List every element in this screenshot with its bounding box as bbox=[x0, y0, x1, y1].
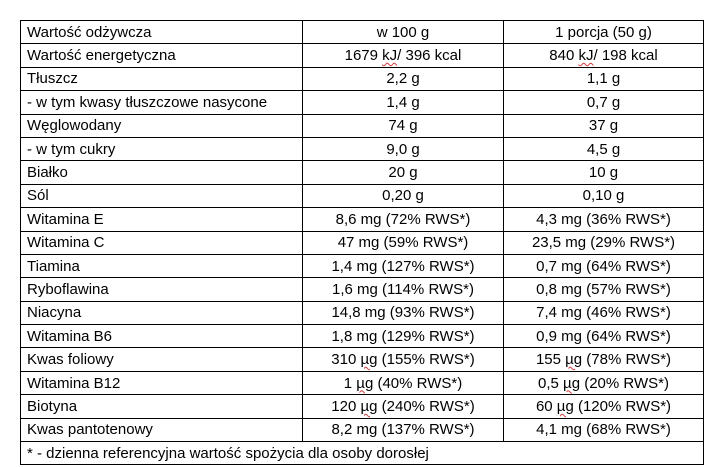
table-row: Witamina E 8,6 mg (72% RWS*) 4,3 mg (36% R… bbox=[20, 207, 704, 232]
value-per-100g: 8,2 mg (137% RWS*) bbox=[302, 417, 504, 443]
nutrient-name: Niacyna bbox=[20, 300, 303, 326]
value-per-portion: 4,3 mg (36% RWS*) bbox=[503, 207, 704, 232]
value-per-portion: 0,7 mg (64% RWS*) bbox=[503, 253, 704, 279]
value-per-portion: 1,1 g bbox=[503, 66, 704, 92]
nutrient-name: Tiamina bbox=[20, 253, 303, 279]
value-per-100g: 9,0 g bbox=[302, 136, 504, 162]
nutrient-name: Witamina C bbox=[20, 230, 303, 255]
value-per-100g: 1,6 mg (114% RWS*) bbox=[302, 277, 504, 302]
nutrient-name: Witamina B6 bbox=[20, 324, 303, 349]
table-row: Kwas foliowy 310 µg (155% RWS*) 155 µg (78… bbox=[20, 347, 704, 372]
value-per-portion: 7,4 mg (46% RWS*) bbox=[503, 300, 704, 326]
nutrition-table: Wartość odżywcza w 100 g 1 porcja (50 g)… bbox=[20, 19, 704, 466]
nutrient-name: Biotyna bbox=[20, 394, 303, 419]
nutrient-name: Ryboflawina bbox=[20, 277, 303, 302]
nutrient-name: Kwas pantotenowy bbox=[20, 417, 303, 443]
nutrient-name: Sól bbox=[20, 183, 303, 209]
spellcheck-marked-unit: µg bbox=[360, 397, 378, 415]
value-per-portion: 23,5 mg (29% RWS*) bbox=[503, 230, 704, 255]
spellcheck-marked-unit: µg bbox=[360, 351, 378, 369]
value-per-portion: 0,5 µg (20% RWS*) bbox=[503, 370, 704, 396]
table-row: Witamina B12 1 µg (40% RWS*) 0,5 µg (20% R… bbox=[20, 370, 704, 396]
nutrient-name: Białko bbox=[20, 160, 303, 185]
header-per-portion: 1 porcja (50 g) bbox=[503, 19, 704, 45]
table-row: Wartość energetyczna 1679 kJ/ 396 kcal 840… bbox=[20, 43, 704, 68]
header-row: Wartość odżywcza w 100 g 1 porcja (50 g) bbox=[20, 19, 704, 45]
value-per-100g: 47 mg (59% RWS*) bbox=[302, 230, 504, 255]
value-per-100g: 2,2 g bbox=[302, 66, 504, 92]
table-row: Biotyna 120 µg (240% RWS*) 60 µg (120% RWS… bbox=[20, 394, 704, 419]
nutrient-name: Witamina E bbox=[20, 207, 303, 232]
value-per-100g: 1,4 mg (127% RWS*) bbox=[302, 253, 504, 279]
value-per-100g: 1,4 g bbox=[302, 90, 504, 115]
spellcheck-marked-unit: µg bbox=[563, 374, 581, 392]
value-per-portion: 0,10 g bbox=[503, 183, 704, 209]
nutrient-name: - w tym cukry bbox=[20, 136, 303, 162]
nutrition-table-container: Wartość odżywcza w 100 g 1 porcja (50 g)… bbox=[20, 19, 704, 466]
nutrient-name: - w tym kwasy tłuszczowe nasycone bbox=[20, 90, 303, 115]
value-per-100g: 1679 kJ/ 396 kcal bbox=[302, 43, 504, 68]
value-per-portion: 0,7 g bbox=[503, 90, 704, 115]
table-row: Witamina C 47 mg (59% RWS*) 23,5 mg (29% R… bbox=[20, 230, 704, 255]
nutrition-table-body: Wartość odżywcza w 100 g 1 porcja (50 g)… bbox=[20, 19, 704, 466]
table-row: Kwas pantotenowy 8,2 mg (137% RWS*) 4,1 mg… bbox=[20, 417, 704, 443]
table-row: Węglowodany 74 g 37 g bbox=[20, 113, 704, 138]
value-per-100g: 0,20 g bbox=[302, 183, 504, 209]
value-per-portion: 37 g bbox=[503, 113, 704, 138]
table-row: Białko 20 g 10 g bbox=[20, 160, 704, 185]
value-per-100g: 8,6 mg (72% RWS*) bbox=[302, 207, 504, 232]
value-per-100g: 310 µg (155% RWS*) bbox=[302, 347, 504, 372]
table-row: Niacyna 14,8 mg (93% RWS*) 7,4 mg (46% RWS… bbox=[20, 300, 704, 326]
footnote-text: * - dzienna referencyjna wartość spożyci… bbox=[20, 441, 704, 466]
value-per-portion: 0,9 mg (64% RWS*) bbox=[503, 324, 704, 349]
value-per-portion: 10 g bbox=[503, 160, 704, 185]
value-per-100g: 74 g bbox=[302, 113, 504, 138]
nutrient-name: Witamina B12 bbox=[20, 370, 303, 396]
value-per-100g: 120 µg (240% RWS*) bbox=[302, 394, 504, 419]
nutrient-name: Węglowodany bbox=[20, 113, 303, 138]
value-per-portion: 840 kJ/ 198 kcal bbox=[503, 43, 704, 68]
value-per-portion: 0,8 mg (57% RWS*) bbox=[503, 277, 704, 302]
header-nutrient: Wartość odżywcza bbox=[20, 19, 303, 45]
header-per-100g: w 100 g bbox=[302, 19, 504, 45]
nutrient-name: Kwas foliowy bbox=[20, 347, 303, 372]
table-row: Tłuszcz 2,2 g 1,1 g bbox=[20, 66, 704, 92]
value-per-100g: 14,8 mg (93% RWS*) bbox=[302, 300, 504, 326]
value-per-portion: 60 µg (120% RWS*) bbox=[503, 394, 704, 419]
spellcheck-marked-unit: kJ bbox=[382, 47, 398, 65]
table-row: - w tym cukry 9,0 g 4,5 g bbox=[20, 136, 704, 162]
nutrient-name: Wartość energetyczna bbox=[20, 43, 303, 68]
value-per-100g: 1,8 mg (129% RWS*) bbox=[302, 324, 504, 349]
spellcheck-marked-unit: kJ bbox=[578, 47, 594, 65]
table-row: Ryboflawina 1,6 mg (114% RWS*) 0,8 mg (57%… bbox=[20, 277, 704, 302]
spellcheck-marked-unit: µg bbox=[556, 397, 574, 415]
value-per-100g: 20 g bbox=[302, 160, 504, 185]
footnote-row: * - dzienna referencyjna wartość spożyci… bbox=[20, 441, 704, 466]
table-row: - w tym kwasy tłuszczowe nasycone 1,4 g 0,… bbox=[20, 90, 704, 115]
value-per-portion: 4,5 g bbox=[503, 136, 704, 162]
spellcheck-marked-unit: µg bbox=[356, 374, 374, 392]
nutrient-name: Tłuszcz bbox=[20, 66, 303, 92]
value-per-100g: 1 µg (40% RWS*) bbox=[302, 370, 504, 396]
value-per-portion: 155 µg (78% RWS*) bbox=[503, 347, 704, 372]
value-per-portion: 4,1 mg (68% RWS*) bbox=[503, 417, 704, 443]
table-row: Sól 0,20 g 0,10 g bbox=[20, 183, 704, 209]
table-row: Witamina B6 1,8 mg (129% RWS*) 0,9 mg (64%… bbox=[20, 324, 704, 349]
table-row: Tiamina 1,4 mg (127% RWS*) 0,7 mg (64% RWS… bbox=[20, 253, 704, 279]
spellcheck-marked-unit: µg bbox=[565, 351, 583, 369]
